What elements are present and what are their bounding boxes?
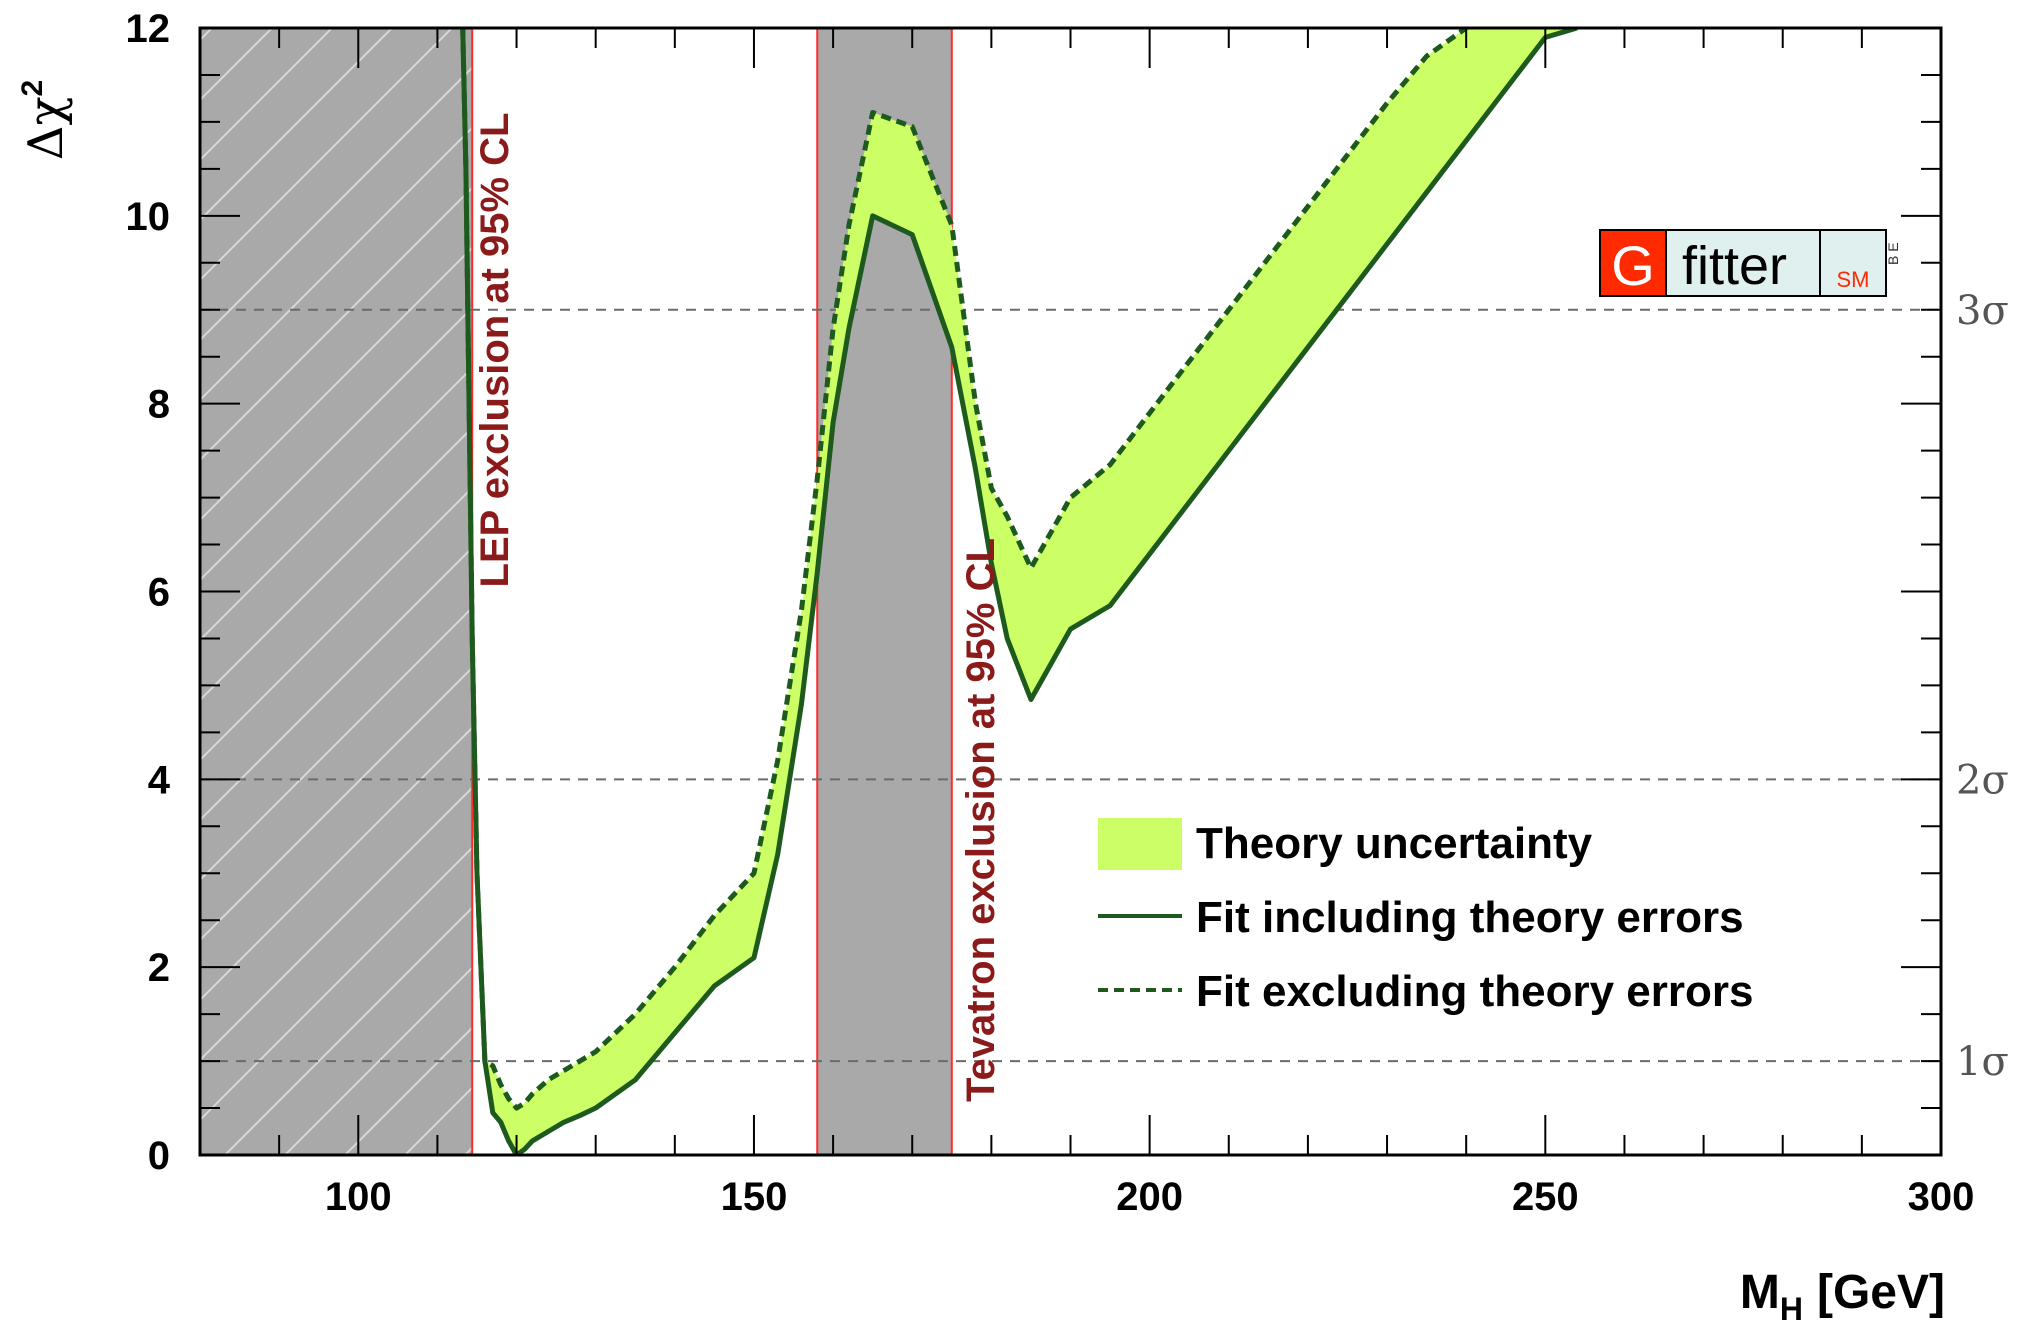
logo-letter: G <box>1611 234 1655 297</box>
exclusion-label-0: LEP exclusion at 95% CL <box>473 113 517 588</box>
x-tick-label-200: 200 <box>1116 1175 1183 1219</box>
y-tick-label-12: 12 <box>126 7 171 51</box>
logo-g-box <box>1599 229 1667 297</box>
exclusion-labels: LEP exclusion at 95% CL Tevatron exclusio… <box>473 113 1003 1102</box>
legend-label-band: Theory uncertainty <box>1196 819 1593 868</box>
axis-ticks <box>199 27 1942 1156</box>
sigma-lines: 1σ 2σ 3σ <box>200 288 2009 1085</box>
logo-word: fitter <box>1682 236 1787 296</box>
theory-band-layer <box>462 28 1577 1155</box>
logo-side: B E <box>1885 242 1901 265</box>
gfitter-logo: G fitter SM B E <box>1599 229 1901 297</box>
x-axis-title: MH [GeV] <box>1740 1266 1945 1322</box>
y-tick-label-2: 2 <box>148 946 170 990</box>
y-tick-label-10: 10 <box>126 195 171 239</box>
x-tick-label-150: 150 <box>721 1175 788 1219</box>
x-axis-title-sub: H <box>1780 1291 1803 1322</box>
exclusion-label-1: Tevatron exclusion at 95% CL <box>959 538 1003 1102</box>
axis-tick-labels: 100 150 200 250 300 0 2 4 6 8 10 12 <box>126 7 1975 1219</box>
y-tick-label-6: 6 <box>148 571 170 615</box>
y-tick-label-8: 8 <box>148 383 170 427</box>
legend-swatch-band <box>1098 818 1182 870</box>
x-axis-title-main: M <box>1740 1266 1780 1319</box>
legend-label-solid: Fit including theory errors <box>1196 893 1744 942</box>
legend: Theory uncertainty Fit including theory … <box>1098 818 1753 1016</box>
y-axis-title-sup: 2 <box>16 80 49 97</box>
y-axis-title-main: Δχ <box>18 96 74 160</box>
exclusion-regions <box>200 28 953 1155</box>
x-tick-label-100: 100 <box>325 1175 392 1219</box>
theory-band <box>462 28 1577 1155</box>
legend-label-dashed: Fit excluding theory errors <box>1196 967 1753 1016</box>
series-solid-curve <box>460 28 1578 1155</box>
logo-sm-box <box>1819 229 1887 297</box>
sigma-label-1: 2σ <box>1956 757 2009 803</box>
y-axis-title: Δχ2 <box>16 80 74 160</box>
y-tick-label-0: 0 <box>148 1134 170 1178</box>
y-tick-label-4: 4 <box>148 758 171 802</box>
logo-sub: SM <box>1837 267 1870 292</box>
x-tick-label-250: 250 <box>1512 1175 1579 1219</box>
x-axis-title-unit: [GeV] <box>1817 1266 1945 1319</box>
x-tick-label-300: 300 <box>1908 1175 1975 1219</box>
sigma-label-0: 1σ <box>1956 1039 2009 1085</box>
sigma-label-2: 3σ <box>1956 288 2009 334</box>
exclusion-hatch-0 <box>200 28 473 1155</box>
